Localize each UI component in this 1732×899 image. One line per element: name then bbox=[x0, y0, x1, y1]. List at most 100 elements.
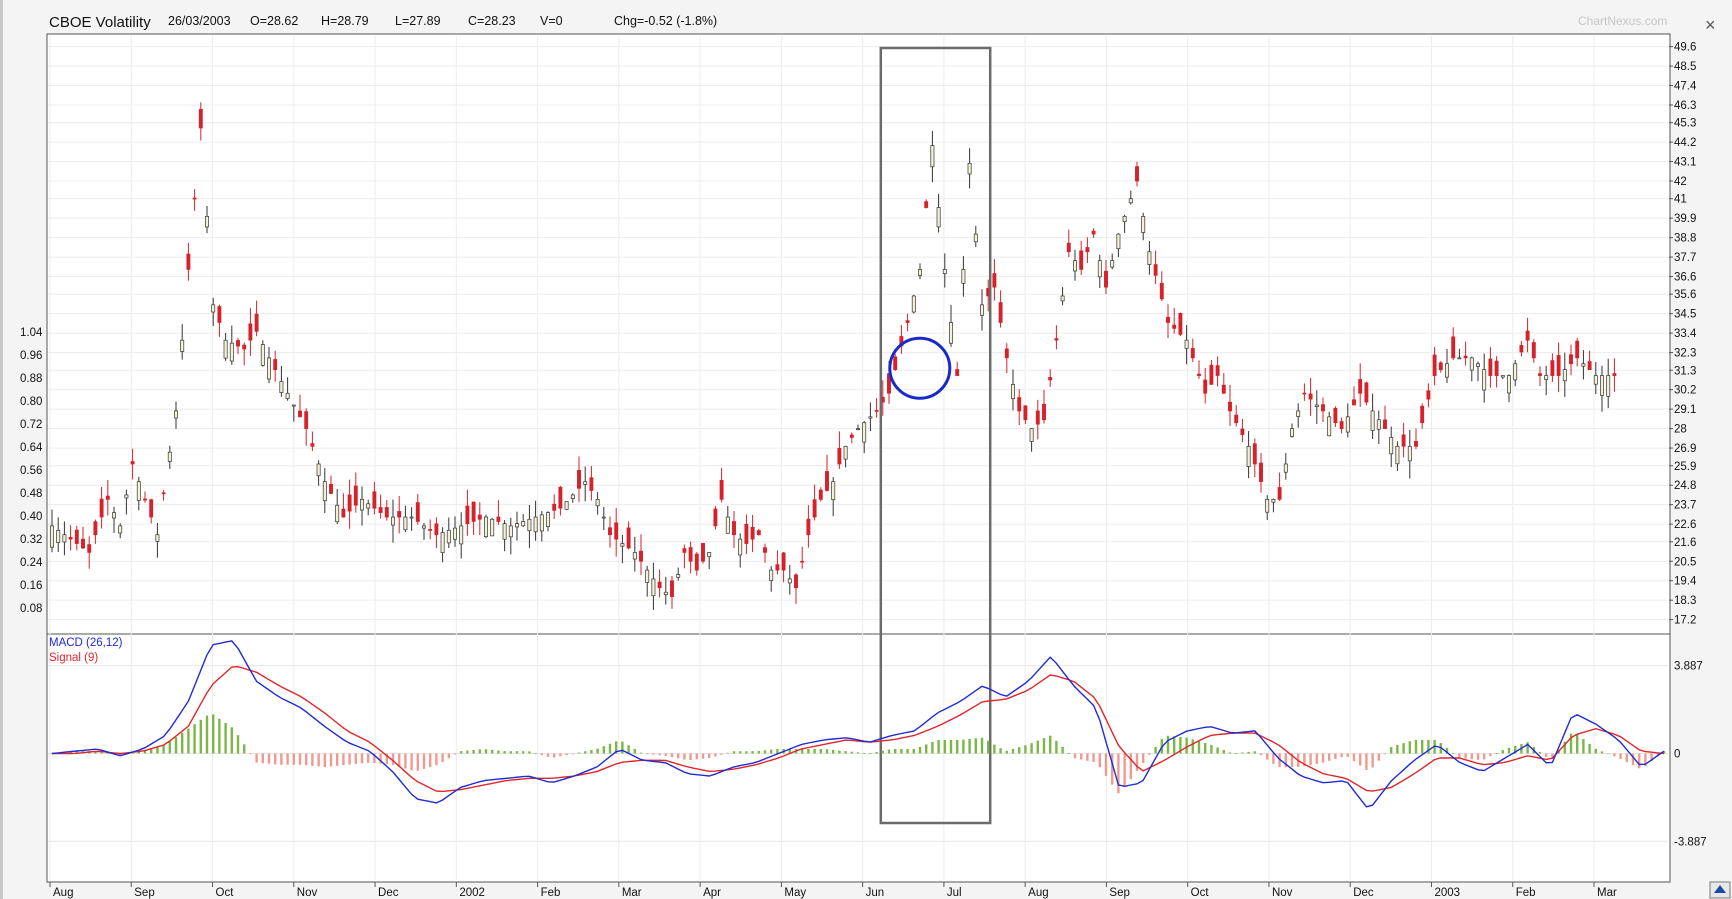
macd-histogram-bar bbox=[869, 753, 872, 755]
macd-histogram-bar bbox=[856, 752, 860, 754]
macd-histogram-bar bbox=[236, 735, 240, 754]
candle-body bbox=[1476, 363, 1480, 367]
scroll-up-button[interactable] bbox=[1709, 881, 1731, 899]
macd-histogram-bar bbox=[1625, 753, 1628, 763]
macd-histogram-bar bbox=[1278, 753, 1281, 768]
macd-histogram-bar bbox=[571, 753, 574, 755]
time-tick-label: Feb bbox=[541, 887, 561, 899]
candle-body bbox=[893, 356, 898, 371]
candle-body bbox=[155, 534, 160, 542]
candle-body bbox=[397, 511, 402, 518]
candle-body bbox=[874, 410, 879, 412]
macd-histogram-bar bbox=[664, 753, 667, 756]
candle-body bbox=[1023, 405, 1028, 421]
macd-histogram-bar bbox=[398, 753, 401, 767]
candle-body bbox=[1345, 416, 1350, 433]
candle-body bbox=[105, 495, 110, 500]
candle-body bbox=[149, 499, 154, 518]
price-tick-label: 31.3 bbox=[1674, 365, 1696, 377]
price-tick-label: 38.8 bbox=[1674, 233, 1696, 245]
candle-body bbox=[260, 344, 265, 366]
price-tick-label: 48.5 bbox=[1674, 61, 1696, 73]
candle-body bbox=[391, 516, 395, 526]
candle-body bbox=[577, 469, 581, 489]
candle-body bbox=[862, 422, 867, 443]
macd-histogram-bar bbox=[1061, 746, 1064, 754]
candle-body bbox=[465, 505, 470, 525]
candle-body bbox=[1513, 363, 1518, 381]
macd-histogram-bar bbox=[1377, 753, 1380, 761]
candle-body bbox=[570, 494, 575, 499]
macd-histogram-bar bbox=[1662, 751, 1666, 754]
left-tick-label: 0.48 bbox=[20, 488, 42, 500]
macd-histogram-bar bbox=[156, 746, 159, 754]
candle-body bbox=[1017, 397, 1022, 412]
candle-body bbox=[1060, 295, 1065, 302]
candle-body bbox=[496, 516, 501, 522]
macd-histogram-bar bbox=[1142, 753, 1145, 763]
macd-histogram-bar bbox=[1235, 753, 1238, 754]
close-icon[interactable]: × bbox=[1705, 15, 1716, 35]
candle-body bbox=[837, 447, 842, 465]
candle-body bbox=[961, 269, 966, 284]
candle-body bbox=[353, 485, 358, 506]
macd-histogram-bar bbox=[410, 753, 413, 771]
candle-body bbox=[1029, 428, 1034, 442]
candle-body bbox=[1228, 401, 1232, 412]
candle-body bbox=[725, 516, 730, 534]
macd-histogram-bar bbox=[962, 739, 965, 754]
candle-body bbox=[1457, 357, 1462, 360]
candle-body bbox=[1079, 250, 1084, 270]
candle-body bbox=[167, 451, 172, 462]
candle-body bbox=[868, 416, 873, 419]
time-tick-label: 2003 bbox=[1434, 887, 1460, 899]
macd-histogram-bar bbox=[949, 739, 953, 754]
macd-histogram-bar bbox=[832, 749, 835, 754]
price-tick-label: 28 bbox=[1674, 424, 1687, 436]
candle-body bbox=[1091, 230, 1096, 235]
candle-body bbox=[1525, 330, 1530, 341]
candle-body bbox=[1097, 260, 1102, 278]
time-tick-label: Aug bbox=[1028, 887, 1048, 899]
quote-high: H=28.79 bbox=[321, 14, 369, 28]
candle-body bbox=[279, 381, 284, 393]
candle-body bbox=[211, 304, 216, 313]
candle-body bbox=[490, 518, 495, 537]
macd-histogram-bar bbox=[1600, 751, 1604, 754]
macd-histogram-bar bbox=[912, 748, 915, 754]
candle-body bbox=[440, 532, 445, 553]
candle-body bbox=[81, 538, 85, 549]
price-tick-label: 22.6 bbox=[1674, 519, 1696, 531]
macd-histogram-bar bbox=[1154, 746, 1157, 754]
macd-histogram-bar bbox=[825, 749, 829, 754]
candle-body bbox=[1259, 462, 1263, 483]
candle-body bbox=[335, 504, 340, 523]
macd-histogram-bar bbox=[1365, 753, 1368, 770]
candle-body bbox=[310, 443, 315, 447]
candle-body bbox=[50, 525, 54, 548]
macd-histogram-bar bbox=[714, 753, 717, 757]
price-tick-label: 23.7 bbox=[1674, 500, 1696, 512]
candle-body bbox=[583, 481, 588, 485]
candle-body bbox=[130, 461, 135, 465]
macd-histogram-bar bbox=[1588, 743, 1591, 754]
macd-histogram-bar bbox=[391, 753, 395, 765]
macd-histogram-bar bbox=[497, 750, 500, 754]
candle-body bbox=[1389, 437, 1394, 455]
candle-body bbox=[112, 512, 116, 519]
macd-histogram-bar bbox=[1445, 747, 1449, 754]
macd-histogram-bar bbox=[354, 753, 357, 764]
macd-histogram-bar bbox=[1241, 752, 1244, 754]
macd-histogram-bar bbox=[119, 753, 122, 756]
macd-histogram-bar bbox=[683, 753, 686, 760]
candle-body bbox=[769, 569, 774, 582]
macd-histogram-bar bbox=[534, 753, 537, 755]
macd-histogram-bar bbox=[807, 748, 810, 754]
candle-body bbox=[360, 499, 364, 511]
macd-histogram-bar bbox=[584, 751, 587, 754]
candle-body bbox=[1488, 358, 1493, 376]
macd-histogram-bar bbox=[193, 724, 196, 754]
candle-body bbox=[1042, 403, 1046, 421]
candle-body bbox=[992, 273, 997, 288]
macd-histogram-bar bbox=[770, 749, 773, 754]
